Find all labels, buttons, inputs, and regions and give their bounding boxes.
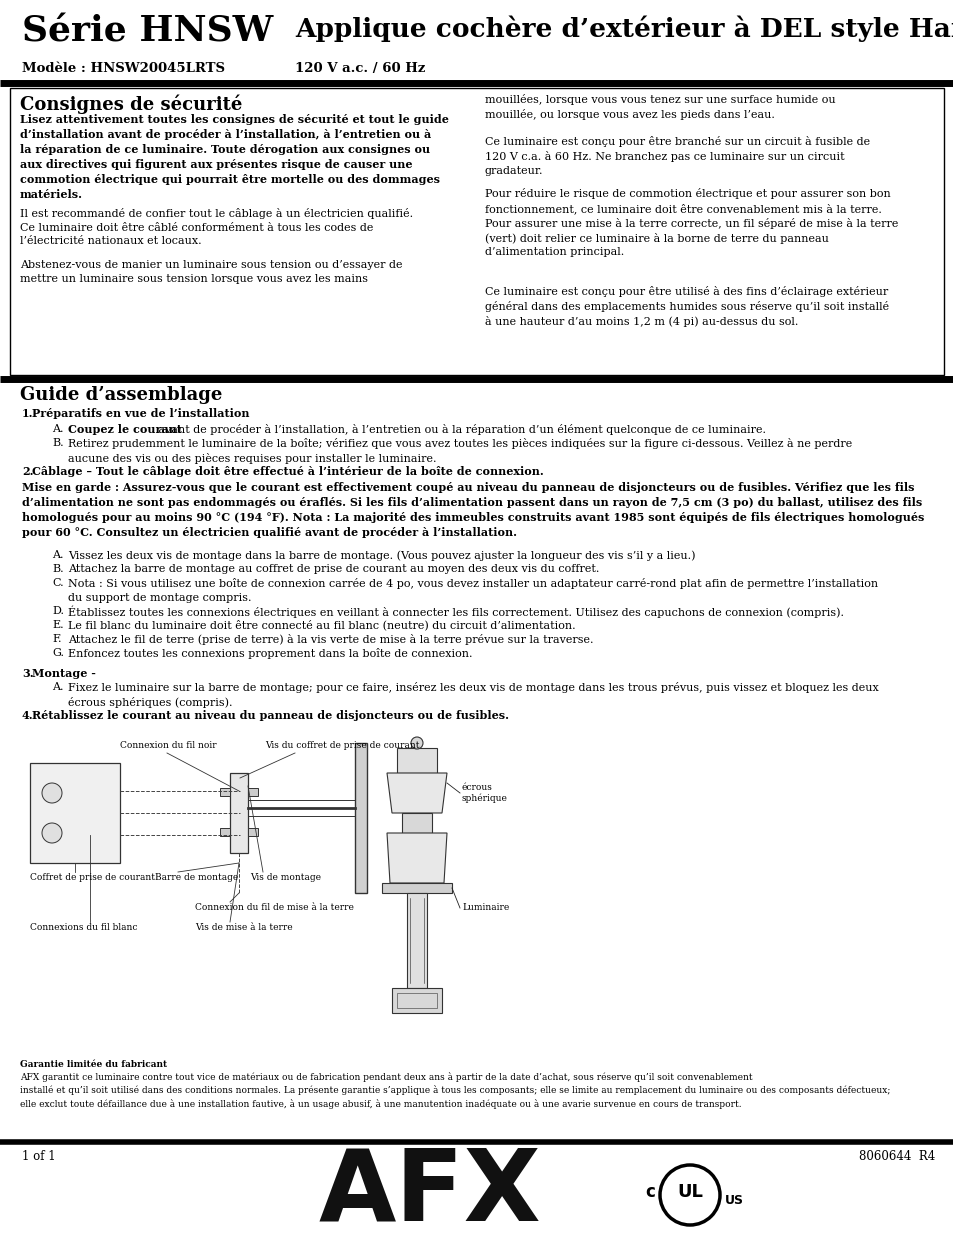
Text: c: c [644,1183,655,1200]
Text: Luminaire: Luminaire [461,903,509,911]
Bar [355,743,367,893]
Bar [381,883,452,893]
Polygon shape [387,832,447,883]
Text: écrous
sphérique: écrous sphérique [461,783,507,803]
Bar [230,773,248,853]
Bar [396,748,436,773]
Circle shape [411,737,422,748]
Text: Ce luminaire est conçu pour être branché sur un circuit à fusible de
120 V c.a. : Ce luminaire est conçu pour être branché… [484,136,869,175]
Bar [220,788,230,797]
Text: Série HNSW: Série HNSW [22,15,273,49]
Text: Ce luminaire est conçu pour être utilisé à des fins d’éclairage extérieur
généra: Ce luminaire est conçu pour être utilisé… [484,287,888,327]
Text: UL: UL [677,1183,702,1200]
Text: A.: A. [52,550,64,559]
Text: G.: G. [52,648,64,658]
Text: avant de procéder à l’installation, à l’entretien ou à la réparation d’un élémen: avant de procéder à l’installation, à l’… [154,424,765,435]
Text: Attachez le fil de terre (prise de terre) à la vis verte de mise à la terre prév: Attachez le fil de terre (prise de terre… [68,634,593,645]
Text: Consignes de sécurité: Consignes de sécurité [20,94,242,114]
Text: Montage -: Montage - [32,668,95,679]
Bar [396,993,436,1008]
Text: A.: A. [52,424,64,433]
Text: Nota : Si vous utilisez une boîte de connexion carrée de 4 po, vous devez instal: Nota : Si vous utilisez une boîte de con… [68,578,877,603]
Text: Pour réduire le risque de commotion électrique et pour assurer son bon
fonctionn: Pour réduire le risque de commotion élec… [484,188,898,257]
Text: 120 V a.c. / 60 Hz: 120 V a.c. / 60 Hz [294,62,425,75]
Text: Garantie limitée du fabricant: Garantie limitée du fabricant [20,1060,167,1070]
Text: AFX garantit ce luminaire contre tout vice de matériaux ou de fabrication pendan: AFX garantit ce luminaire contre tout vi… [20,1072,889,1109]
Text: 1 of 1: 1 of 1 [22,1150,55,1163]
Text: US: US [724,1194,743,1208]
Text: mouillées, lorsque vous vous tenez sur une surface humide ou
mouillée, ou lorsqu: mouillées, lorsque vous vous tenez sur u… [484,94,835,120]
Text: 8060644  R4: 8060644 R4 [858,1150,934,1163]
Text: AFX: AFX [318,1145,540,1235]
Text: Vis du coffret de prise de courant: Vis du coffret de prise de courant [265,741,419,750]
Text: Abstenez-vous de manier un luminaire sous tension ou d’essayer de
mettre un lumi: Abstenez-vous de manier un luminaire sou… [20,261,402,284]
Text: C.: C. [52,578,64,588]
Text: Barre de montage: Barre de montage [154,873,238,882]
Text: Guide d’assemblage: Guide d’assemblage [20,387,222,404]
Text: Câblage – Tout le câblage doit être effectué à l’intérieur de la boîte de connex: Câblage – Tout le câblage doit être effe… [32,466,543,477]
Text: Connexion du fil de mise à la terre: Connexion du fil de mise à la terre [194,903,354,911]
Bar [30,763,120,863]
Text: Vis de mise à la terre: Vis de mise à la terre [194,923,293,932]
Text: Retirez prudemment le luminaire de la boîte; vérifiez que vous avez toutes les p: Retirez prudemment le luminaire de la bo… [68,438,851,464]
Bar [220,827,230,836]
Text: Connexions du fil blanc: Connexions du fil blanc [30,923,137,932]
Bar [407,893,427,988]
Text: B.: B. [52,438,64,448]
Text: D.: D. [52,606,64,616]
Text: Rétablissez le courant au niveau du panneau de disjoncteurs ou de fusibles.: Rétablissez le courant au niveau du pann… [32,710,509,721]
Text: Fixez le luminaire sur la barre de montage; pour ce faire, insérez les deux vis : Fixez le luminaire sur la barre de monta… [68,682,878,708]
Bar [392,988,441,1013]
Bar [10,88,943,375]
Polygon shape [387,773,447,813]
Text: Coupez le courant: Coupez le courant [68,424,182,435]
Bar [248,827,257,836]
Text: 3.: 3. [22,668,33,679]
Text: Mise en garde : Assurez-vous que le courant est effectivement coupé au niveau du: Mise en garde : Assurez-vous que le cour… [22,482,923,538]
Text: Enfoncez toutes les connexions proprement dans la boîte de connexion.: Enfoncez toutes les connexions propremen… [68,648,472,659]
Text: Coffret de prise de courant: Coffret de prise de courant [30,873,154,882]
Text: 4.: 4. [22,710,33,721]
Text: F.: F. [52,634,61,643]
Text: Préparatifs en vue de l’installation: Préparatifs en vue de l’installation [32,408,250,419]
Text: Modèle : HNSW20045LRTS: Modèle : HNSW20045LRTS [22,62,225,75]
Bar [248,788,257,797]
Text: 1.: 1. [22,408,33,419]
Text: Connexion du fil noir: Connexion du fil noir [120,741,216,750]
Text: Vissez les deux vis de montage dans la barre de montage. (Vous pouvez ajuster la: Vissez les deux vis de montage dans la b… [68,550,695,561]
Text: Applique cochère d’extérieur à DEL style Hanovre: Applique cochère d’extérieur à DEL style… [294,15,953,42]
Text: B.: B. [52,564,64,574]
Text: Établissez toutes les connexions électriques en veillant à connecter les fils co: Établissez toutes les connexions électri… [68,606,843,619]
Text: Vis de montage: Vis de montage [250,873,320,882]
Text: Lisez attentivement toutes les consignes de sécurité et tout le guide
d’installa: Lisez attentivement toutes les consignes… [20,114,449,200]
Text: Attachez la barre de montage au coffret de prise de courant au moyen des deux vi: Attachez la barre de montage au coffret … [68,564,598,574]
Text: Il est recommandé de confier tout le câblage à un électricien qualifié.
Ce lumin: Il est recommandé de confier tout le câb… [20,207,413,246]
Text: A.: A. [52,682,64,692]
Text: E.: E. [52,620,64,630]
Circle shape [42,823,62,844]
Bar [401,813,432,832]
Circle shape [42,783,62,803]
Text: 2.: 2. [22,466,33,477]
Text: Le fil blanc du luminaire doit être connecté au fil blanc (neutre) du circuit d’: Le fil blanc du luminaire doit être conn… [68,620,575,631]
